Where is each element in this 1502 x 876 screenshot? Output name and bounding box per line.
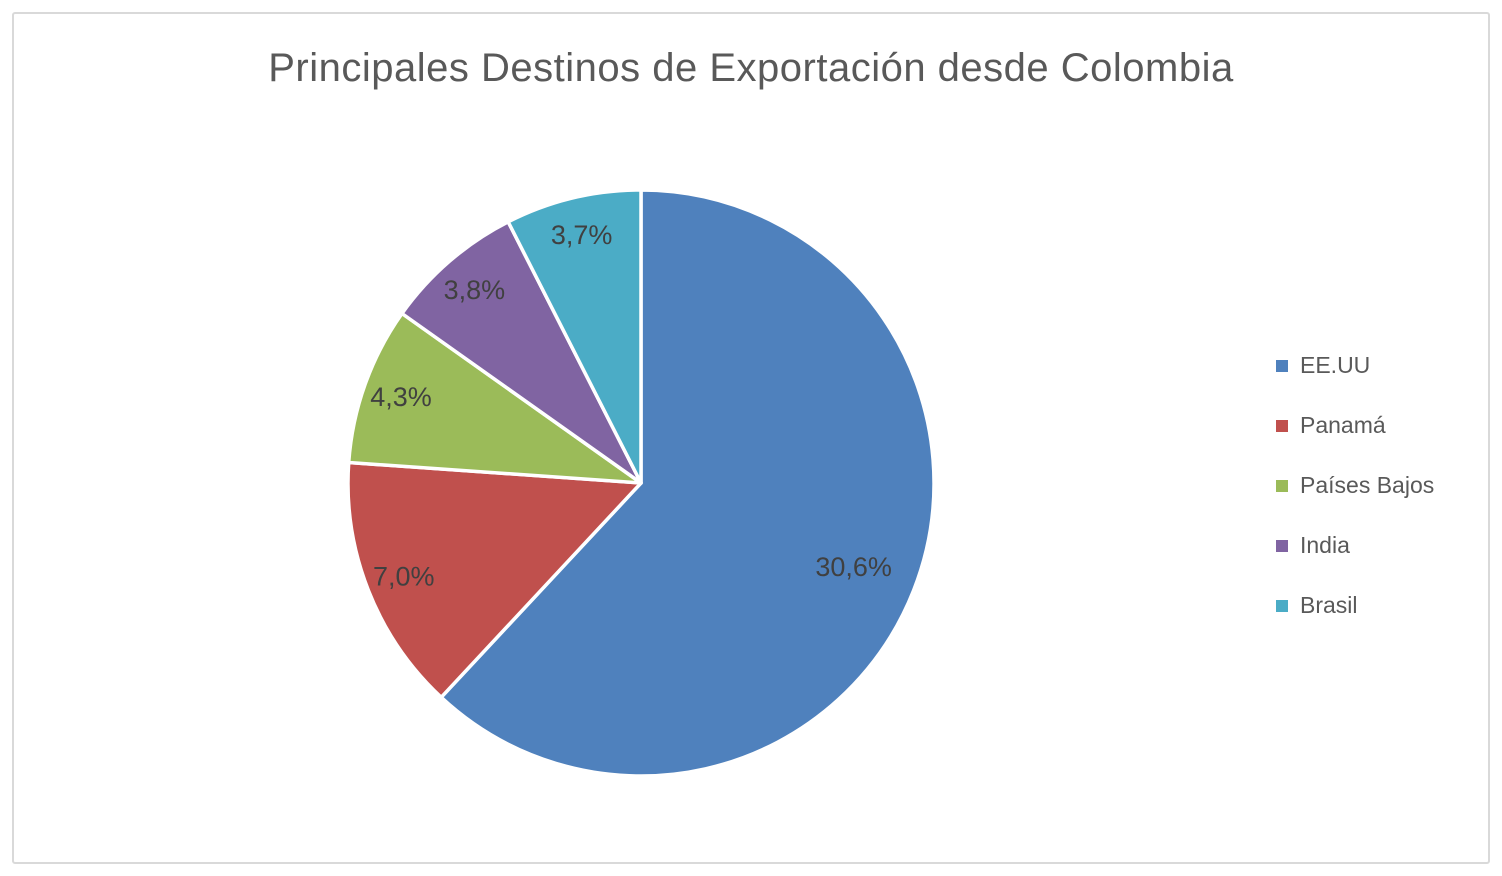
legend-item-brasil: Brasil: [1276, 592, 1434, 619]
pie-slice-ee-uu: [439, 188, 936, 778]
legend-label: EE.UU: [1300, 352, 1371, 378]
legend: EE.UU Panamá Países Bajos India Brasil: [1276, 352, 1434, 619]
data-label-pa-ses-bajos: 4,3%: [370, 382, 432, 412]
legend-marker-icon: [1276, 359, 1288, 372]
legend-item-panam: Panamá: [1276, 412, 1434, 439]
data-label-ee-uu: 30,6%: [815, 552, 892, 582]
legend-marker-icon: [1276, 599, 1288, 612]
data-label-brasil: 3,7%: [551, 220, 613, 250]
pie-slice-india: [400, 220, 643, 485]
legend-marker-icon: [1276, 419, 1288, 432]
data-label-india: 3,8%: [444, 275, 506, 305]
data-label-panam: 7,0%: [373, 561, 435, 591]
pie-slice-panam: [346, 460, 643, 700]
pie-slice-brasil: [506, 188, 643, 485]
chart-title: Principales Destinos de Exportación desd…: [268, 46, 1234, 90]
legend-item-india: India: [1276, 532, 1434, 559]
legend-item-pa-ses-bajos: Países Bajos: [1276, 472, 1434, 499]
legend-item-ee-uu: EE.UU: [1276, 352, 1434, 379]
pie-slice-pa-ses-bajos: [346, 311, 643, 485]
legend-label: Brasil: [1300, 592, 1358, 618]
legend-label: Panamá: [1300, 412, 1386, 438]
legend-marker-icon: [1276, 479, 1288, 492]
legend-marker-icon: [1276, 539, 1288, 552]
legend-label: India: [1300, 532, 1350, 558]
legend-label: Países Bajos: [1300, 472, 1435, 498]
